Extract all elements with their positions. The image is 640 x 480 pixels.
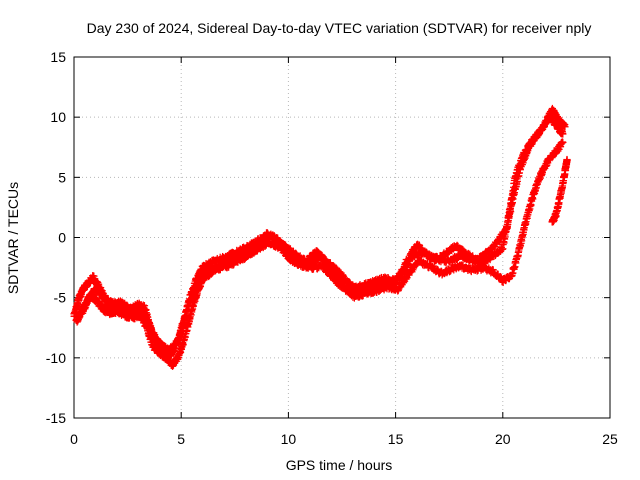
x-tick-label: 25 [602, 431, 618, 447]
ticks-layer [73, 56, 611, 419]
y-tick-label: -15 [46, 410, 66, 426]
tick-labels-layer: 0 5 10 15 20 25 -15 -10 -5 0 5 10 15 [46, 49, 618, 447]
y-tick-label: -10 [46, 350, 66, 366]
x-tick-label: 15 [388, 431, 404, 447]
chart-title: Day 230 of 2024, Sidereal Day-to-day VTE… [87, 20, 592, 36]
grid-layer [74, 57, 610, 418]
y-tick-label: -5 [54, 290, 67, 306]
y-tick-label: 10 [50, 109, 66, 125]
data-point [559, 130, 567, 138]
y-tick-label: 15 [50, 49, 66, 65]
y-tick-label: 0 [58, 230, 66, 246]
data-layer [70, 104, 571, 370]
x-tick-label: 10 [281, 431, 297, 447]
y-tick-label: 5 [58, 169, 66, 185]
x-tick-label: 20 [495, 431, 511, 447]
x-tick-label: 0 [70, 431, 78, 447]
x-tick-label: 5 [177, 431, 185, 447]
